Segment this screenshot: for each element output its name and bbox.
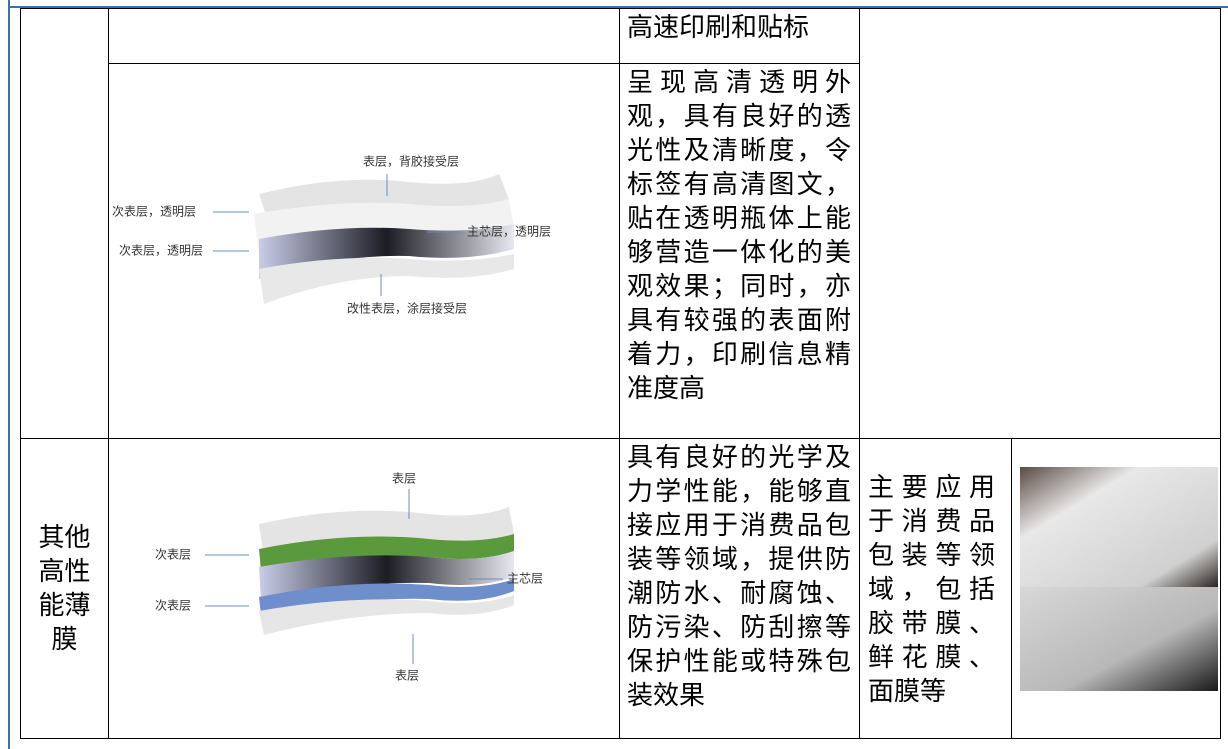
diagram-cell: 表层 次表层 主芯层 次表层 表层	[108, 438, 620, 739]
photo	[1020, 587, 1218, 691]
photo	[1020, 467, 1218, 587]
layer-diagram: 表层 次表层 主芯层 次表层 表层	[155, 472, 543, 683]
photos	[1020, 467, 1218, 691]
layer	[259, 224, 514, 279]
empty-cell	[108, 8, 620, 64]
description: 呈现高清透明外观，具有良好的透光性及清晰度，令标签有高清图文，贴在透明瓶体上能够…	[619, 63, 860, 439]
diagram-cell: 表层，背胶接受层 次表层，透明层 主芯层，透明层 次表层，透明层 改性表层，涂层…	[108, 63, 620, 439]
frame-line	[8, 0, 10, 749]
layer	[259, 579, 514, 615]
category: 其他高性能薄膜	[20, 438, 109, 739]
diagram-label: 主芯层	[507, 572, 543, 586]
photo-cell	[1011, 438, 1221, 739]
layer	[259, 254, 514, 304]
layer-diagram: 表层，背胶接受层 次表层，透明层 主芯层，透明层 次表层，透明层 改性表层，涂层…	[112, 154, 551, 316]
diagram-label: 次表层	[155, 599, 191, 613]
product-table: 高速印刷和贴标 表层，背胶接受层 次表层，透明层 主芯层，透明层 次表层，透明层	[20, 8, 1221, 739]
empty-cell	[20, 8, 109, 439]
layer	[259, 595, 514, 635]
diagram-label: 次表层	[155, 548, 191, 562]
diagram-label: 表层	[395, 669, 419, 683]
diagram-label: 表层，背胶接受层	[363, 154, 459, 169]
diagram-label: 主芯层，透明层	[467, 225, 551, 239]
diagram-label: 次表层，透明层	[112, 205, 196, 219]
description: 高速印刷和贴标	[619, 8, 860, 64]
diagram-label: 表层	[392, 472, 416, 486]
diagram-label: 次表层，透明层	[119, 244, 203, 258]
empty-cell	[859, 8, 1221, 439]
frame-line	[8, 6, 1228, 8]
diagram-label: 改性表层，涂层接受层	[347, 301, 467, 316]
layer	[259, 534, 514, 571]
description: 具有良好的光学及力学性能，能够直接应用于消费品包装等领域，提供防潮防水、耐腐蚀、…	[619, 438, 860, 739]
application: 主要应用于消费品包装等领域，包括胶带膜、鲜花膜、面膜等	[859, 438, 1012, 739]
